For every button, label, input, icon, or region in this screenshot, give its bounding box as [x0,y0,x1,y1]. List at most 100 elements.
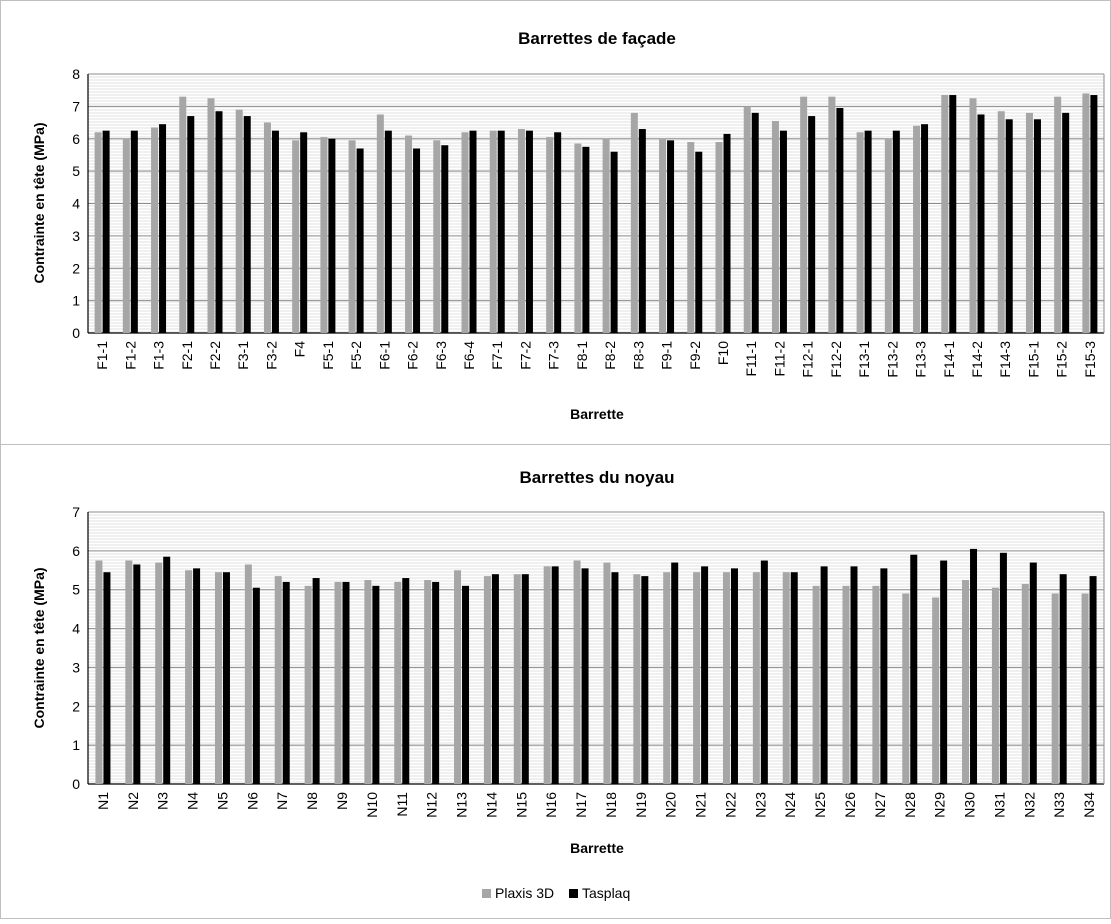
chart1-bar-tasplaq [1062,112,1070,333]
chart1-ytick-label: 0 [72,325,80,341]
chart1-ytick-label: 7 [72,98,80,114]
chart2-bar-tasplaq [133,564,141,784]
chart2-bar-tasplaq [760,560,768,784]
chart1-bar-plaxis [376,114,384,333]
chart2-ytick-label: 0 [72,776,80,792]
chart2-bar-plaxis [693,572,701,784]
chart1-bar-plaxis [884,138,892,333]
chart1-xtick-label: F8-3 [630,341,646,370]
chart1-xtick-label: F1-1 [94,341,110,370]
chart1-bar-plaxis [574,143,582,333]
chart1-xlabel: Barrette [570,406,624,422]
chart1-bar-plaxis [630,112,638,333]
chart1-bar-tasplaq [1005,119,1013,333]
chart1-bar-plaxis [489,130,497,333]
chart2-xtick-label: N26 [842,792,858,818]
chart2-xtick-label: N24 [782,792,798,818]
chart1-bar-tasplaq [977,114,985,333]
chart2-bar-tasplaq [850,566,858,784]
chart2-ylabel: Contrainte en tête (MPa) [31,567,47,728]
chart1-bar-tasplaq [525,130,533,333]
chart2-xtick-label: N15 [513,792,529,818]
chart2-bar-tasplaq [581,568,589,784]
chart2-bar-tasplaq [252,587,260,784]
chart2-bar-tasplaq [820,566,828,784]
chart1-xtick-label: F12-1 [800,341,816,378]
chart2-xtick-label: N30 [962,792,978,818]
chart2-bar-tasplaq [671,562,679,784]
chart1-bar-plaxis [235,109,243,333]
chart2-bar-plaxis [513,574,521,784]
chart2-plot: 0 1 2 3 4 5 6 7 N1 N2 N3 N4 N5 N6 N7 N8 N9 N10 N11 N12 N13 N1… [72,504,1105,818]
chart2-bar-tasplaq [910,554,918,784]
chart2-bar-plaxis [155,562,163,784]
chart2-ytick-label: 3 [72,659,80,675]
chart2-bar-plaxis [872,585,880,784]
chart1-bar-plaxis [179,96,187,333]
chart2-ytick-label: 5 [72,582,80,598]
chart1-bar-plaxis [800,96,808,333]
chart2-bar-tasplaq [103,572,111,784]
legend-label-plaxis: Plaxis 3D [495,885,554,901]
chart2-bar-plaxis [483,576,491,784]
chart2-bar-plaxis [125,560,133,784]
chart1-ytick-label: 6 [72,131,80,147]
chart1-bar-tasplaq [582,146,590,333]
chart2-bar-tasplaq [790,572,798,784]
chart2-bar-tasplaq [342,581,350,784]
chart2-xtick-label: N34 [1081,792,1097,818]
chart1-bar-plaxis [941,95,949,333]
chart1-xtick-label: F5-2 [348,341,364,370]
chart1-xtick-label: F6-2 [405,341,421,370]
chart2-xtick-label: N7 [274,792,290,810]
chart2-title: Barrettes du noyau [520,468,675,487]
chart2-bar-tasplaq [222,572,230,784]
chart1-bar-plaxis [517,129,525,333]
chart1-bar-tasplaq [243,116,251,334]
chart2-bar-tasplaq [372,585,380,784]
chart1-bar-plaxis [546,137,554,333]
chart2-bar-tasplaq [611,572,619,784]
chart1-bar-plaxis [151,127,159,333]
chart1-bar-tasplaq [215,111,223,333]
chart1-plot: 0 1 2 3 4 5 6 7 8 F1-1 F1-2 F1-3 F2-1 F2-2 F3-1 F3-2 F4 F… [72,66,1105,378]
chart2-xtick-label: N19 [633,792,649,818]
chart1-bar-plaxis [743,106,751,333]
chart2-bar-plaxis [454,570,462,784]
chart2-bar-plaxis [394,581,402,784]
chart2-xtick-label: N33 [1051,792,1067,818]
chart1-bar-plaxis [461,132,469,333]
chart2-xtick-label: N32 [1021,792,1037,818]
chart2-bar-plaxis [812,585,820,784]
chart2-ytick-label: 7 [72,504,80,520]
chart2-xtick-label: N2 [125,792,141,810]
chart1-xtick-label: F2-2 [207,341,223,370]
chart2-bar-plaxis [334,581,342,784]
chart1-bar-tasplaq [836,107,844,334]
chart1-ytick-label: 8 [72,66,80,82]
chart1-bar-tasplaq [779,130,787,333]
chart1-ylabel: Contrainte en tête (MPa) [31,122,47,283]
chart1-bar-plaxis [263,122,271,333]
chart2-xtick-label: N6 [244,792,260,810]
chart1-bar-tasplaq [667,140,675,333]
chart2-bar-plaxis [633,574,641,784]
chart1-xtick-label: F3-2 [263,341,279,370]
chart1-bar-plaxis [433,140,441,333]
chart1-bar-plaxis [292,140,300,333]
chart1-xtick-label: F3-1 [235,341,251,370]
chart2-ytick-label: 2 [72,698,80,714]
chart1-xtick-label: F13-3 [913,341,929,378]
chart1-title: Barrettes de façade [518,29,676,48]
chart2-bar-tasplaq [1059,574,1067,784]
chart1-xtick-label: F7-2 [517,341,533,370]
chart1-xtick-label: F6-4 [461,341,477,370]
chart2-xtick-label: N31 [991,792,1007,818]
chart1-xtick-label: F14-3 [997,341,1013,378]
chart2-bar-tasplaq [940,560,948,784]
chart2-bar-tasplaq [282,581,290,784]
chart2-bar-plaxis [214,572,222,784]
chart2-ytick-label: 4 [72,621,80,637]
chart2-ytick-label: 1 [72,737,80,753]
